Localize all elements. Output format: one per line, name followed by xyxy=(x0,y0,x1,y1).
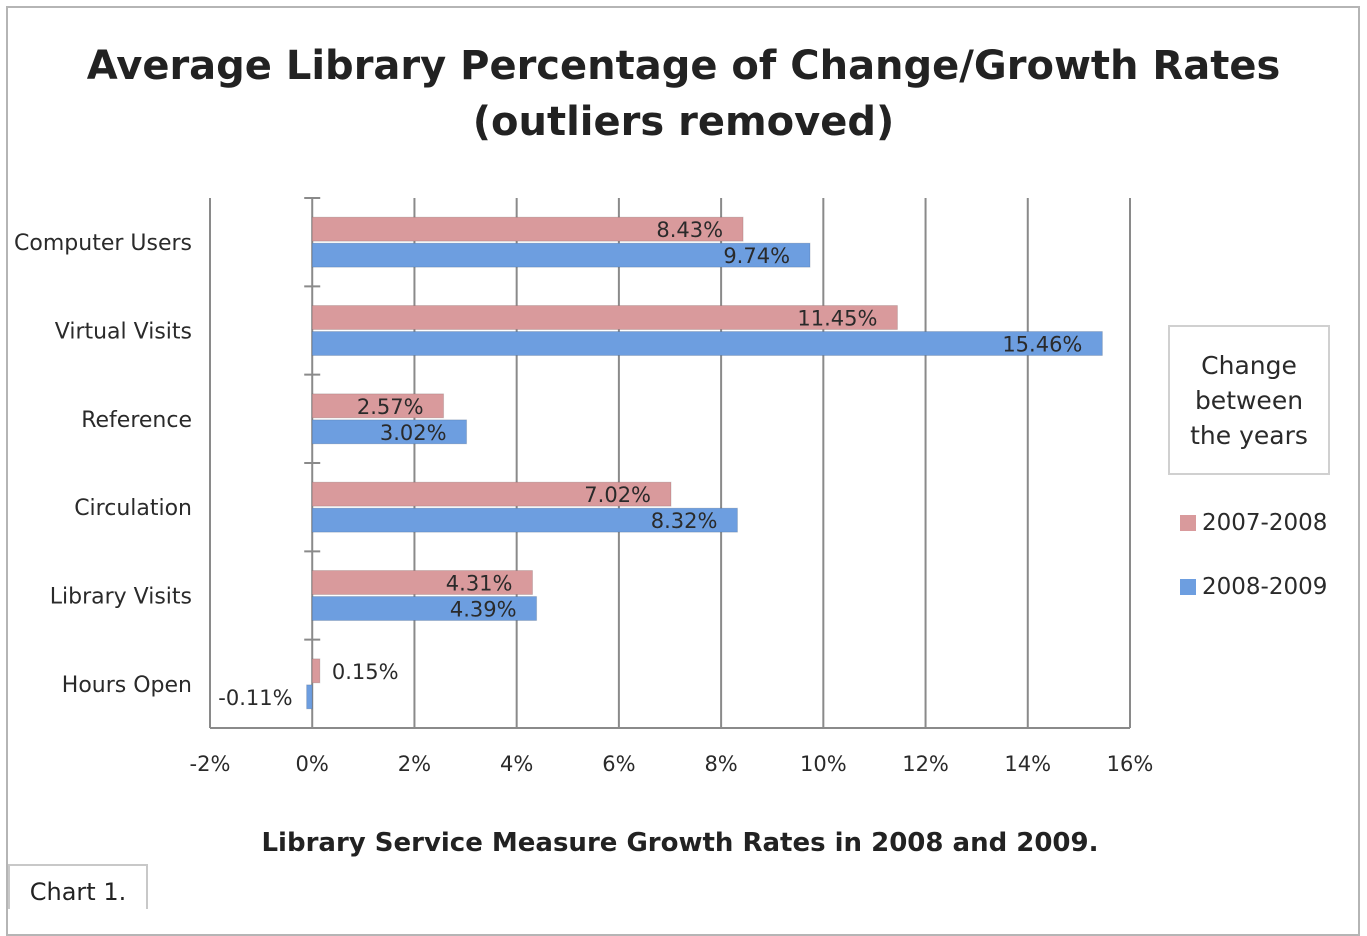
category-label-4: Library Visits xyxy=(50,585,192,610)
x-tick-label-4: 6% xyxy=(602,752,635,776)
x-tick-label-6: 10% xyxy=(800,752,847,776)
data-label-2008-2009-1: 15.46% xyxy=(1002,333,1082,357)
category-label-5: Hours Open xyxy=(62,673,192,698)
x-tick-label-7: 12% xyxy=(902,752,949,776)
legend-label-2007-2008: 2007-2008 xyxy=(1202,510,1328,536)
bar-2007-2008-2 xyxy=(311,393,445,419)
legend-title: Change between the years xyxy=(1190,350,1308,450)
legend-item-2007-2008: 2007-2008 xyxy=(1180,510,1327,536)
data-label-2008-2009-0: 9.74% xyxy=(723,244,790,268)
data-label-2008-2009-3: 8.32% xyxy=(651,509,718,533)
bar-2007-2008-1 xyxy=(311,305,898,330)
chart-number-label: Chart 1. xyxy=(8,864,148,909)
chart-frame xyxy=(6,6,1360,936)
bar-2008-2009-4 xyxy=(311,596,538,621)
legend-label-2008-2009: 2008-2009 xyxy=(1202,574,1328,600)
x-tick-label-0: -2% xyxy=(190,752,231,776)
bar-2008-2009-5 xyxy=(306,684,313,710)
data-label-2007-2008-4: 4.31% xyxy=(446,572,513,596)
legend-item-2008-2009: 2008-2009 xyxy=(1180,574,1327,600)
x-tick-label-8: 14% xyxy=(1004,752,1051,776)
data-label-2008-2009-4: 4.39% xyxy=(450,598,517,622)
data-label-2007-2008-3: 7.02% xyxy=(584,483,651,507)
bar-2007-2008-4 xyxy=(311,570,534,595)
bar-2008-2009-3 xyxy=(311,507,738,533)
data-label-2008-2009-2: 3.02% xyxy=(380,421,447,445)
data-label-2008-2009-5: -0.11% xyxy=(218,686,292,710)
data-label-2007-2008-0: 8.43% xyxy=(656,218,723,242)
x-tick-label-1: 0% xyxy=(296,752,329,776)
chart-title-line-1: Average Library Percentage of Change/Gro… xyxy=(86,43,1281,89)
bar-chart-plot: -2% 0% 2% 4% 6% 8% 10% 12% 14% 16% Computer Users 8… xyxy=(14,197,1154,776)
category-label-0: Computer Users xyxy=(14,231,192,256)
x-tick-label-5: 8% xyxy=(704,752,737,776)
x-tick-label-2: 2% xyxy=(398,752,431,776)
legend-swatch-2007-2008 xyxy=(1180,515,1196,531)
category-label-1: Virtual Visits xyxy=(55,320,192,345)
bar-2008-2009-1 xyxy=(311,331,1103,356)
data-label-2007-2008-5: 0.15% xyxy=(332,660,399,684)
data-label-2007-2008-1: 11.45% xyxy=(797,307,877,331)
category-label-3: Circulation xyxy=(74,496,192,521)
bar-2007-2008-0 xyxy=(311,216,744,242)
legend-swatch-2008-2009 xyxy=(1180,579,1196,595)
chart-caption: Library Service Measure Growth Rates in … xyxy=(261,828,1099,858)
data-label-2007-2008-2: 2.57% xyxy=(357,395,424,419)
bar-2008-2009-0 xyxy=(311,242,811,268)
bar-2008-2009-2 xyxy=(311,419,468,445)
x-tick-label-9: 16% xyxy=(1107,752,1154,776)
x-tick-label-3: 4% xyxy=(500,752,533,776)
bar-2007-2008-3 xyxy=(311,481,672,507)
chart-title: Average Library Percentage of Change/Gro… xyxy=(0,38,1367,150)
bar-2007-2008-5 xyxy=(311,658,321,684)
legend-title-box: Change between the years xyxy=(1168,325,1330,475)
category-label-2: Reference xyxy=(81,408,192,433)
chart-title-line-2: (outliers removed) xyxy=(472,99,895,145)
